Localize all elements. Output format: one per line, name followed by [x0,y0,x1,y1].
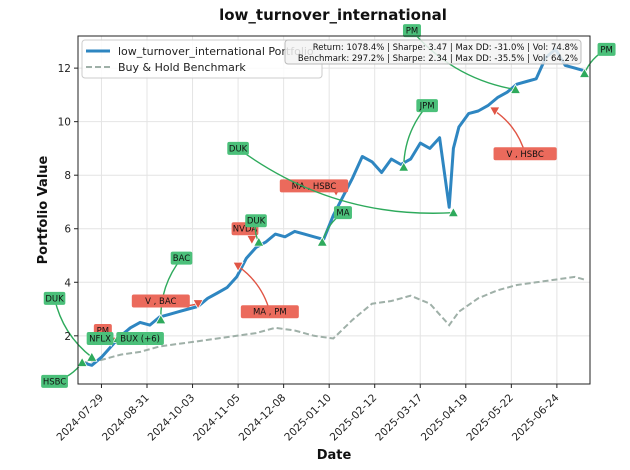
trade-label: PM [600,45,612,55]
benchmark-line [81,275,585,364]
trade-annotation: DUK [43,291,98,362]
buy-marker [447,206,460,218]
x-tick-label: 2024-12-08 [237,392,289,444]
trade-label-box [116,331,164,345]
plot-frame [77,35,591,385]
x-axis-label: Date [317,448,352,463]
trade-label-box [240,305,299,319]
trade-label-box [493,147,557,161]
y-tick-label: 10 [58,117,71,129]
trade-label-box [131,294,190,308]
trade-label-box [597,42,616,56]
trade-connector [237,265,271,312]
trade-label: DUK [247,217,266,227]
trade-label: BUX (+6) [120,334,160,344]
stats-box-bg [284,39,582,65]
trade-label: PM [406,27,418,37]
trade-label: V , HSBC [506,150,543,160]
trade-label-box [245,214,267,228]
trade-label: DUK [45,294,64,304]
trade-connector [53,298,93,358]
trade-label-box [41,374,68,388]
trade-label: MA , PM [253,308,287,318]
y-axis-ticks: 2 4 6 8 10 12 [58,63,78,343]
y-tick-label: 6 [64,224,71,236]
trade-connector [402,105,428,168]
y-tick-label: 2 [64,331,71,343]
trade-annotation: BUX (+6) [116,331,164,345]
x-axis-ticks: 2024-07-292024-08-312024-10-032024-11-05… [55,384,562,444]
trade-annotation: PM [578,42,616,78]
stats-box: Return: 1078.4% | Sharpe: 3.47 | Max DD:… [284,39,582,65]
y-axis-label: Portfolio Value [36,155,51,264]
trade-annotation: V , BAC [131,294,204,310]
legend-label-benchmark: Buy & Hold Benchmark [118,61,246,74]
trade-annotation: DUK [245,214,267,247]
stats-line-portfolio: Return: 1078.4% | Sharpe: 3.47 | Max DD:… [313,43,578,53]
trade-label-box [86,331,114,345]
trade-label: JPM [419,102,435,112]
y-tick-label: 12 [58,63,71,75]
trade-label-box [279,179,349,193]
x-tick-label: 2025-04-19 [419,392,471,444]
trade-connector [237,147,454,214]
sell-marker [192,299,204,310]
y-tick-label: 8 [64,170,71,182]
trade-label: DUK [229,144,248,154]
trade-label-box [333,206,352,220]
trade-label-box [170,251,193,265]
x-tick-label: 2025-06-24 [510,392,562,444]
trade-label-box [416,99,438,113]
trade-label-box [43,291,66,305]
trade-label: HSBC [43,377,66,387]
buy-marker [253,236,265,247]
portfolio-line [81,47,585,367]
trade-label: MA , HSBC [292,182,337,192]
trade-label: V , BAC [145,297,176,307]
buy-marker [578,67,591,78]
trade-annotation: MA [316,206,352,247]
trade-label: BAC [173,254,190,264]
y-tick-label: 4 [64,277,71,289]
trade-annotation: MA , HSBC [279,179,349,198]
buy-marker [509,83,522,94]
trade-annotation: HSBC [41,356,88,388]
trade-annotation: V , HSBC [489,106,557,161]
chart-title: low_turnover_international [219,6,447,24]
legend-label-portfolio: low_turnover_international Portfolio [118,45,314,58]
buy-marker [155,313,167,325]
stats-line-benchmark: Benchmark: 297.2% | Sharpe: 2.34 | Max D… [298,54,578,64]
portfolio-series [81,47,585,367]
trade-label: MA [336,209,349,219]
trade-label-box [227,141,249,155]
x-tick-label: 2024-07-29 [55,392,107,444]
x-tick-label: 2025-03-17 [373,392,425,444]
trade-label-box [402,24,421,38]
buy-marker [76,356,88,367]
buy-marker [398,161,410,172]
trade-label: PM [97,326,109,336]
legend: low_turnover_international Portfolio Buy… [81,39,323,79]
x-tick-label: 2025-02-12 [328,392,380,444]
x-tick-label: 2025-01-10 [282,392,334,444]
buy-marker [86,351,98,362]
trade-annotation: MA , PM [232,261,299,319]
sell-marker [232,261,244,273]
x-tick-label: 2025-05-22 [464,392,516,444]
trade-annotation: JPM [398,99,438,172]
sell-marker [489,106,501,117]
x-tick-label: 2024-11-05 [191,392,243,444]
sell-marker [246,235,258,246]
trade-annotation: BAC [155,251,193,325]
trade-label: NFLX [89,334,111,344]
x-tick-label: 2024-08-31 [100,392,152,444]
x-tick-label: 2024-10-03 [146,392,198,444]
trade-label: NVDA [233,225,258,235]
buy-marker [316,236,328,247]
benchmark-series [81,275,585,364]
trade-annotation: DUK [227,141,460,218]
